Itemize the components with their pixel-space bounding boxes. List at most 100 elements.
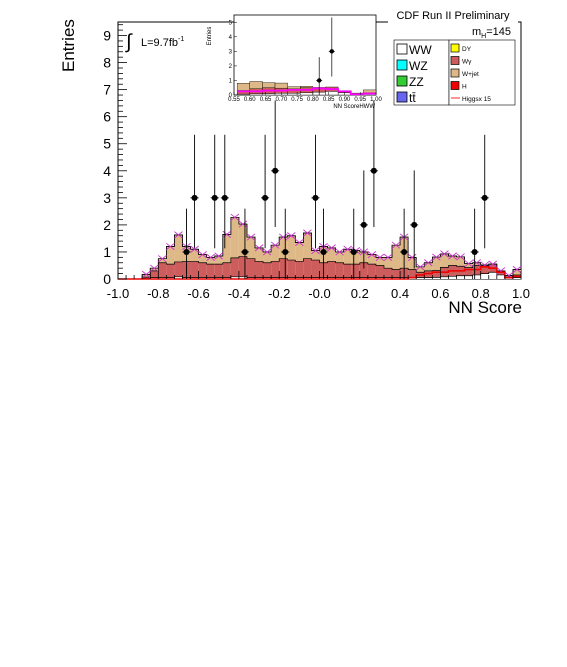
inset-bar-2-49 <box>363 89 377 94</box>
bar-wjet-39 <box>432 257 441 271</box>
uncertainty-hatch-18 <box>262 248 272 256</box>
bar-w-31 <box>367 264 376 278</box>
bar-wjet-5 <box>158 258 167 263</box>
inset-x-tick-label-3: 0.70 <box>275 97 287 103</box>
legend-right: DY Wγ W+jet H Higgsx 15 <box>450 43 491 103</box>
bar-wjet-31 <box>367 254 376 265</box>
higgs-signal-line <box>118 266 521 280</box>
stack-layer <box>118 216 521 280</box>
bar-wjet-6 <box>166 246 175 265</box>
bar-wjet-17 <box>255 247 264 262</box>
bar-wjet-23 <box>303 233 312 259</box>
inset-y-tick-label-0: 0 <box>229 93 233 99</box>
uncertainty-hatch-38 <box>423 259 433 267</box>
uncertainty-hatch-31 <box>367 251 377 259</box>
legend-small-label-1: Wγ <box>462 59 472 66</box>
data-point-12 <box>370 167 377 174</box>
data-point-14 <box>411 221 418 228</box>
bar-w-7 <box>174 261 183 277</box>
legend-small-label-3: H <box>462 84 467 91</box>
data-point-15 <box>471 248 478 255</box>
inset-chart: 0.55 0.60 0.65 0.70 0.75 0.80 0.85 0.90 0.95 1.00… <box>228 17 382 103</box>
bar-w-13 <box>222 262 231 278</box>
bar-ww-40 <box>440 276 449 279</box>
bar-ww-37 <box>416 277 425 279</box>
bar-w-45 <box>480 265 489 274</box>
inset-bar-0-44 <box>300 92 314 96</box>
integral-symbol: ∫ <box>125 31 133 53</box>
bar-wjet-12 <box>214 256 223 265</box>
bar-ww-49 <box>512 277 521 279</box>
y-tick-label-4: 4 <box>103 163 111 179</box>
y-tick-label-8: 8 <box>103 55 111 71</box>
uncertainty-hatch-20 <box>278 233 288 241</box>
bar-w-32 <box>375 265 384 278</box>
data-point-6 <box>272 167 279 174</box>
uncertainty-hatch-43 <box>464 259 473 268</box>
bar-wjet-40 <box>440 253 449 268</box>
bar-w-34 <box>392 269 401 278</box>
inset-x-tick-label-0: 0.55 <box>228 97 240 103</box>
luminosity-label: L=9.7fb-1 <box>141 36 184 49</box>
bar-wjet-41 <box>448 256 457 266</box>
uncertainty-hatch-32 <box>375 253 385 261</box>
bar-wjet-27 <box>335 251 344 263</box>
inset-bar-2-40 <box>249 81 263 89</box>
uncertainty-hatch-12 <box>214 252 224 260</box>
x-tick-label-0: -1.0 <box>107 286 129 301</box>
bar-wjet-16 <box>246 237 256 259</box>
bar-w-30 <box>359 262 368 278</box>
inset-signal-line <box>237 87 376 96</box>
bar-wjet-10 <box>198 254 207 263</box>
bar-w-12 <box>214 264 223 278</box>
bar-w-26 <box>327 261 336 278</box>
bar-w-33 <box>383 268 393 278</box>
legend-swatch-3 <box>396 91 408 103</box>
inset-bar-2-39 <box>236 83 250 91</box>
bar-wjet-43 <box>464 263 473 268</box>
bar-wjet-37 <box>416 266 425 273</box>
data-point-13 <box>401 248 408 255</box>
legend-small-swatch-0 <box>450 43 460 53</box>
uncertainty-hatch-34 <box>391 241 401 249</box>
mass-label: mH=145 <box>472 26 511 40</box>
bar-ww-47 <box>496 274 505 279</box>
bar-wjet-13 <box>222 234 231 263</box>
legend-small-label-0: DY <box>462 46 472 53</box>
uncertainty-hatch-40 <box>440 250 449 258</box>
uncertainty-hatch-28 <box>343 245 353 253</box>
x-tick-label-7: 0.4 <box>391 286 409 301</box>
bar-w-22 <box>295 261 304 278</box>
chart-title: CDF Run II Preliminary <box>396 10 510 22</box>
bar-w-17 <box>255 261 264 278</box>
uncertainty-hatch-7 <box>174 231 183 239</box>
data-point-9 <box>320 248 327 255</box>
data-point-16 <box>481 194 488 201</box>
data-point-3 <box>221 194 228 201</box>
uncertainty-hatch-9 <box>190 245 199 253</box>
bar-wjet-18 <box>263 251 272 263</box>
inset-x-tick-label-9: 1.00 <box>370 97 382 103</box>
bar-wjet-9 <box>190 249 199 262</box>
bar-wjet-26 <box>327 247 336 262</box>
bar-ww-45 <box>480 273 489 279</box>
bar-w-16 <box>246 258 256 278</box>
data-point-8 <box>312 194 319 201</box>
data-point-4 <box>241 248 248 255</box>
bar-w-10 <box>198 262 207 278</box>
legend-label-2: ZZ <box>409 75 424 89</box>
y-tick-label-5: 5 <box>103 136 111 152</box>
data-point-11 <box>360 221 367 228</box>
bar-w-28 <box>343 264 352 278</box>
uncertainty-hatch-39 <box>432 253 441 261</box>
bar-wjet-24 <box>311 250 320 261</box>
data-point-5 <box>262 194 269 201</box>
bar-w-18 <box>263 262 272 278</box>
inset-x-tick-label-7: 0.90 <box>339 97 351 103</box>
x-axis: -1.0 -0.8 -0.6 -0.4 -0.2 -0.0 0.2 0.4 0.6 0.8 1.0 <box>107 271 530 301</box>
x-tick-label-3: -0.4 <box>228 286 250 301</box>
x-tick-label-10: 1.0 <box>512 286 530 301</box>
bar-w-9 <box>190 261 199 278</box>
bar-w-43 <box>464 267 473 276</box>
